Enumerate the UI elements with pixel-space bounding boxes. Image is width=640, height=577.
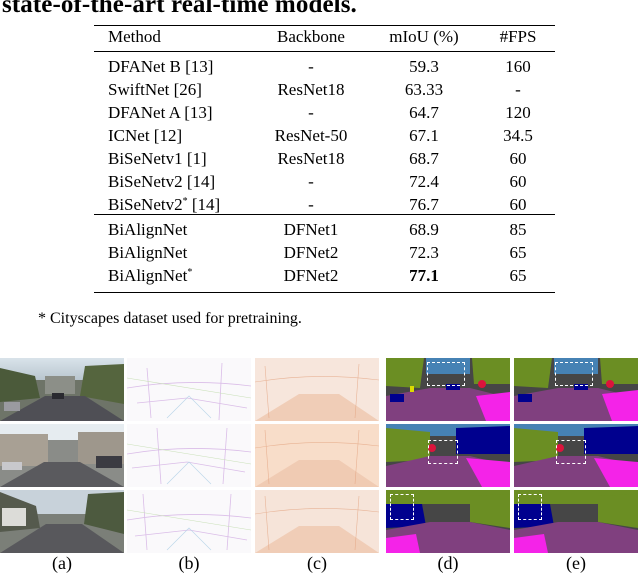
cell-miou: 77.1 bbox=[409, 266, 439, 285]
cell-miou: 76.7 bbox=[409, 195, 439, 214]
cell-backbone: ResNet18 bbox=[277, 80, 345, 99]
caption-c: (c) bbox=[307, 553, 327, 573]
cell-miou: 67.1 bbox=[409, 126, 439, 145]
ground-truth-column bbox=[514, 358, 638, 553]
cell-backbone: - bbox=[308, 103, 314, 122]
cell-backbone: - bbox=[308, 172, 314, 191]
cell-miou: 72.3 bbox=[409, 243, 439, 262]
cell-fps: 160 bbox=[505, 57, 531, 76]
caption-a: (a) bbox=[52, 553, 72, 573]
cell-miou: 72.4 bbox=[409, 172, 439, 191]
cell-fps: 85 bbox=[509, 220, 527, 239]
cell-fps: 120 bbox=[505, 103, 531, 122]
cell-method: ICNet [12] bbox=[108, 126, 183, 145]
cell-method: BiAlignNet bbox=[108, 220, 188, 239]
highlight-box bbox=[427, 362, 465, 386]
cell-miou: 68.7 bbox=[409, 149, 439, 168]
highlight-box bbox=[555, 362, 593, 386]
header-backbone: Backbone bbox=[277, 27, 345, 46]
cell-fps: 65 bbox=[509, 266, 527, 285]
caption-b: (b) bbox=[178, 553, 200, 573]
cell-method: BiSeNetv1 [1] bbox=[108, 149, 207, 168]
input-images-column bbox=[0, 358, 124, 553]
cell-fps: 60 bbox=[509, 172, 527, 191]
highlight-box bbox=[518, 494, 542, 520]
cell-miou: 64.7 bbox=[409, 103, 439, 122]
cell-backbone: DFNet2 bbox=[283, 243, 339, 262]
cell-fps: 34.5 bbox=[503, 126, 533, 145]
cell-backbone: ResNet18 bbox=[277, 149, 345, 168]
cell-miou: 68.9 bbox=[409, 220, 439, 239]
prediction-column bbox=[386, 358, 510, 553]
cell-fps: 60 bbox=[509, 149, 527, 168]
cell-backbone: - bbox=[308, 57, 314, 76]
cell-fps: 65 bbox=[509, 243, 527, 262]
page-heading: state-of-the-art real-time models. bbox=[2, 0, 357, 18]
table-top-rule bbox=[94, 25, 555, 27]
cell-method: BiSeNetv2 [14] bbox=[108, 172, 216, 191]
cell-backbone: DFNet2 bbox=[283, 266, 339, 285]
header-rule bbox=[94, 51, 555, 52]
highlight-box bbox=[390, 494, 414, 520]
table-bottom-rule bbox=[94, 292, 555, 294]
cell-method: DFANet B [13] bbox=[108, 57, 214, 76]
table-footnote: * Cityscapes dataset used for pretrainin… bbox=[38, 310, 302, 327]
cell-miou: 63.33 bbox=[404, 80, 444, 99]
caption-d: (d) bbox=[437, 553, 459, 573]
cell-method: BiAlignNet* bbox=[108, 266, 193, 285]
header-miou: mIoU (%) bbox=[389, 27, 459, 46]
cell-backbone: ResNet-50 bbox=[274, 126, 348, 145]
cell-fps: 60 bbox=[509, 195, 527, 214]
cell-method: DFANet A [13] bbox=[108, 103, 213, 122]
cell-fps: - bbox=[515, 80, 521, 99]
header-method: Method bbox=[108, 27, 161, 46]
highlight-box bbox=[556, 440, 586, 464]
flow-field-b-column bbox=[127, 358, 251, 553]
cell-method: BiSeNetv2* [14] bbox=[108, 195, 221, 214]
cell-backbone: DFNet1 bbox=[283, 220, 339, 239]
caption-e: (e) bbox=[566, 553, 586, 573]
group-separator-rule bbox=[94, 214, 555, 215]
cell-method: SwiftNet [26] bbox=[108, 80, 202, 99]
cell-miou: 59.3 bbox=[409, 57, 439, 76]
highlight-box bbox=[428, 440, 458, 464]
cell-backbone: - bbox=[308, 195, 314, 214]
cell-method: BiAlignNet bbox=[108, 243, 188, 262]
flow-field-c-column bbox=[255, 358, 379, 553]
header-fps: #FPS bbox=[499, 27, 537, 46]
